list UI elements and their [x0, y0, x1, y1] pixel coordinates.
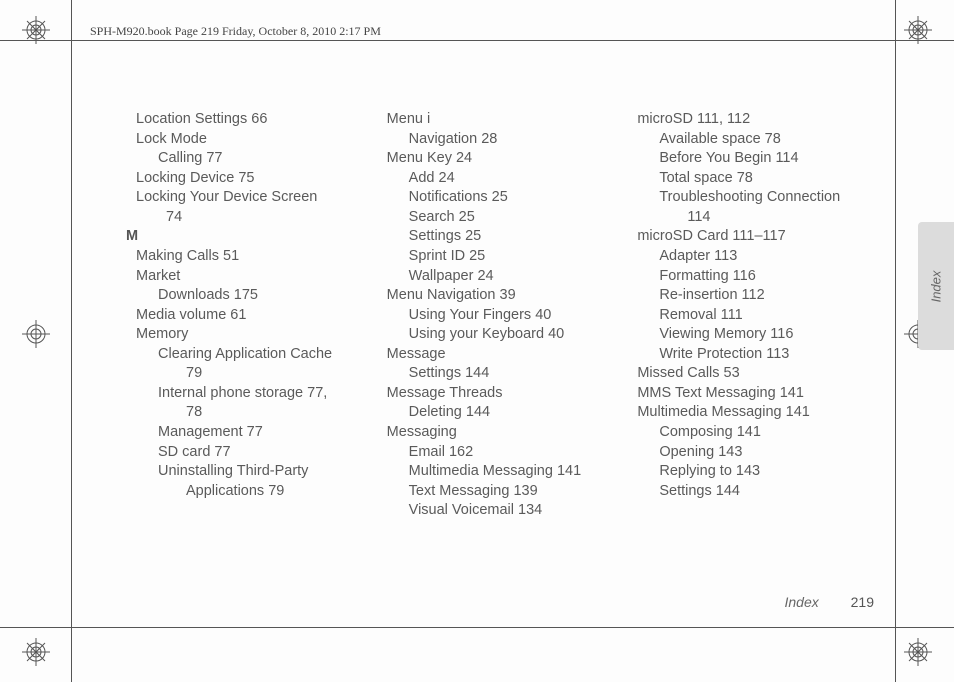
page-number: 219 — [851, 594, 874, 610]
registration-mark-icon — [22, 638, 50, 666]
index-entry: Applications 79 — [186, 482, 375, 502]
registration-mark-icon — [22, 320, 50, 348]
index-entry: Multimedia Messaging 141 — [637, 403, 876, 423]
index-entry: Removal 111 — [659, 306, 876, 326]
index-entry: Notifications 25 — [409, 188, 626, 208]
index-entry: Formatting 116 — [659, 267, 876, 287]
index-entry: Message Threads — [387, 384, 626, 404]
index-entry: Visual Voicemail 134 — [409, 501, 626, 521]
footer-section-label: Index — [785, 594, 819, 610]
index-entry: Locking Device 75 — [136, 169, 375, 189]
index-entry: Location Settings 66 — [136, 110, 375, 130]
index-entry: Using your Keyboard 40 — [409, 325, 626, 345]
index-entry: Missed Calls 53 — [637, 364, 876, 384]
index-entry: Viewing Memory 116 — [659, 325, 876, 345]
index-entry: Wallpaper 24 — [409, 267, 626, 287]
index-entry: Available space 78 — [659, 130, 876, 150]
index-entry: Media volume 61 — [136, 306, 375, 326]
index-entry: SD card 77 — [158, 443, 375, 463]
index-entry: Adapter 113 — [659, 247, 876, 267]
crop-line — [0, 627, 954, 628]
index-entry: 114 — [687, 208, 876, 228]
index-entry: Messaging — [387, 423, 626, 443]
index-content: Location Settings 66Lock ModeCalling 77L… — [136, 110, 876, 521]
page-header: SPH-M920.book Page 219 Friday, October 8… — [90, 24, 381, 39]
index-entry: Re-insertion 112 — [659, 286, 876, 306]
index-entry: Settings 144 — [659, 482, 876, 502]
index-entry: Sprint ID 25 — [409, 247, 626, 267]
index-entry: Settings 144 — [409, 364, 626, 384]
index-column: Location Settings 66Lock ModeCalling 77L… — [136, 110, 375, 521]
index-entry: 79 — [186, 364, 375, 384]
index-entry: 74 — [166, 208, 375, 228]
index-entry: Text Messaging 139 — [409, 482, 626, 502]
index-entry: Message — [387, 345, 626, 365]
index-entry: Opening 143 — [659, 443, 876, 463]
index-entry: Composing 141 — [659, 423, 876, 443]
index-entry: microSD 111, 112 — [637, 110, 876, 130]
index-entry: Internal phone storage 77, — [158, 384, 375, 404]
index-entry: Multimedia Messaging 141 — [409, 462, 626, 482]
index-column: Menu iNavigation 28Menu Key 24Add 24Noti… — [387, 110, 626, 521]
side-tab: Index — [918, 222, 954, 350]
index-entry: microSD Card 111–117 — [637, 227, 876, 247]
index-entry: Total space 78 — [659, 169, 876, 189]
index-entry: Lock Mode — [136, 130, 375, 150]
index-entry: Using Your Fingers 40 — [409, 306, 626, 326]
index-letter: M — [126, 227, 375, 247]
registration-mark-icon — [904, 16, 932, 44]
index-entry: Menu i — [387, 110, 626, 130]
registration-mark-icon — [904, 638, 932, 666]
index-entry: Clearing Application Cache — [158, 345, 375, 365]
index-entry: Deleting 144 — [409, 403, 626, 423]
crop-line — [71, 0, 72, 682]
index-entry: Replying to 143 — [659, 462, 876, 482]
index-entry: 78 — [186, 403, 375, 423]
index-entry: MMS Text Messaging 141 — [637, 384, 876, 404]
index-entry: Calling 77 — [158, 149, 375, 169]
index-entry: Write Protection 113 — [659, 345, 876, 365]
index-column: microSD 111, 112Available space 78Before… — [637, 110, 876, 521]
index-entry: Menu Navigation 39 — [387, 286, 626, 306]
index-entry: Making Calls 51 — [136, 247, 375, 267]
index-entry: Add 24 — [409, 169, 626, 189]
index-entry: Email 162 — [409, 443, 626, 463]
index-entry: Settings 25 — [409, 227, 626, 247]
index-entry: Menu Key 24 — [387, 149, 626, 169]
index-entry: Downloads 175 — [158, 286, 375, 306]
index-entry: Market — [136, 267, 375, 287]
crop-line — [895, 0, 896, 682]
index-entry: Uninstalling Third-Party — [158, 462, 375, 482]
page: SPH-M920.book Page 219 Friday, October 8… — [0, 0, 954, 682]
index-entry: Before You Begin 114 — [659, 149, 876, 169]
index-entry: Navigation 28 — [409, 130, 626, 150]
index-entry: Memory — [136, 325, 375, 345]
registration-mark-icon — [22, 16, 50, 44]
index-entry: Search 25 — [409, 208, 626, 228]
side-tab-label: Index — [929, 270, 944, 302]
crop-line — [0, 40, 954, 41]
index-entry: Management 77 — [158, 423, 375, 443]
page-footer: Index 219 — [785, 594, 875, 610]
index-entry: Troubleshooting Connection — [659, 188, 876, 208]
index-entry: Locking Your Device Screen — [136, 188, 375, 208]
